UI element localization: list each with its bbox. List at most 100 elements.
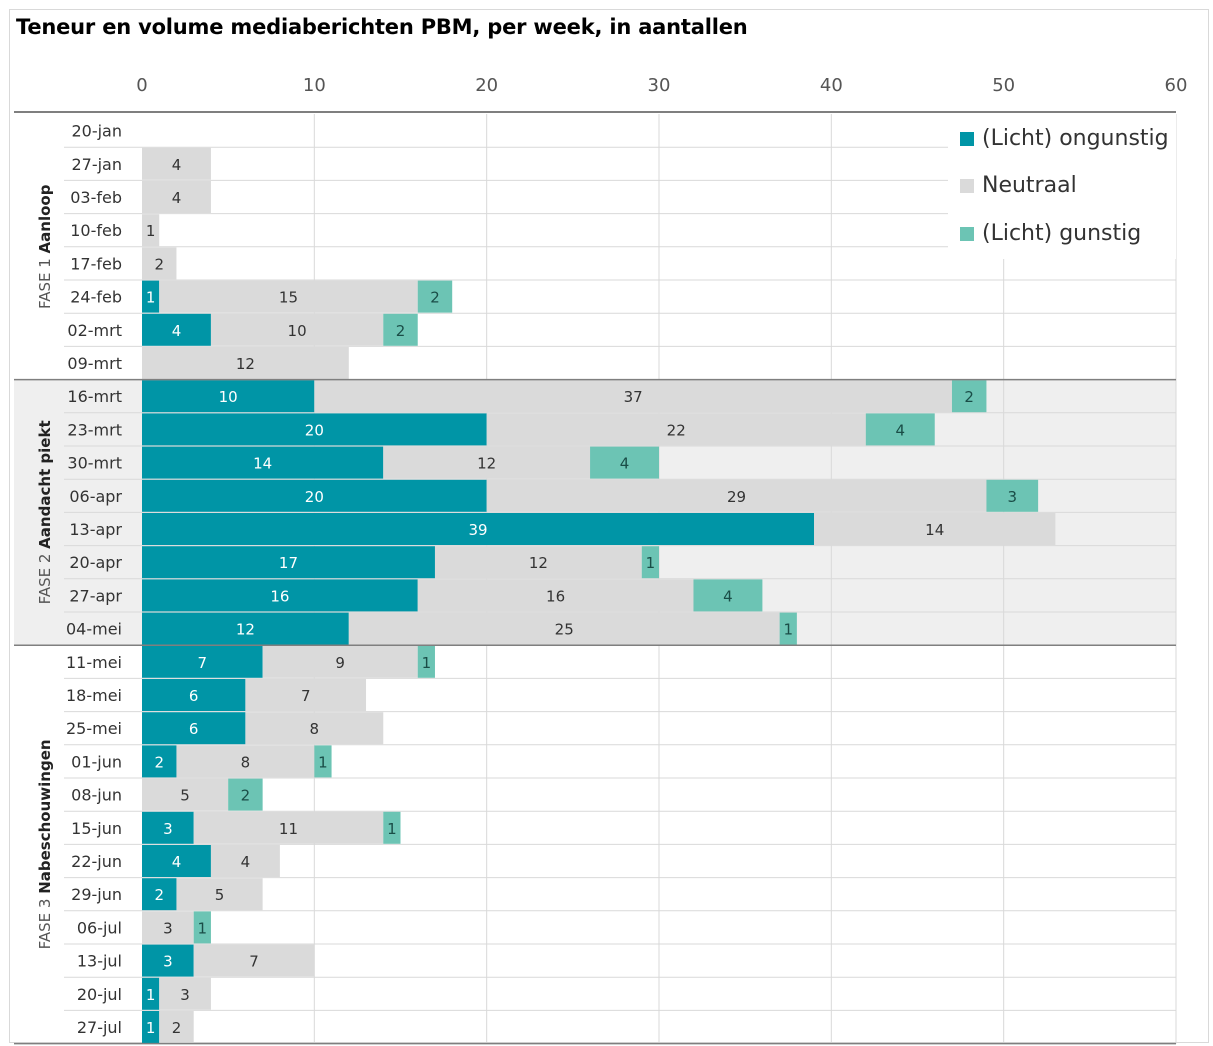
bar-23-mrt-s2 xyxy=(865,413,935,446)
x-tick-label-0: 0 xyxy=(136,75,147,96)
data-label-13-apr-s0: 39 xyxy=(469,521,488,539)
bar-16-mrt-s2 xyxy=(951,380,987,413)
category-label-11-mei: 11-mei xyxy=(66,653,122,672)
data-label-25-mei-s0: 6 xyxy=(189,720,199,738)
data-label-24-feb-s1: 15 xyxy=(279,289,298,307)
bar-11-mei-s2 xyxy=(417,645,435,678)
legend-item-neutraal: Neutraal xyxy=(960,173,1077,198)
data-label-11-mei-s0: 7 xyxy=(198,654,208,672)
category-label-01-jun: 01-jun xyxy=(71,752,122,771)
x-tick-label-30: 30 xyxy=(648,75,671,96)
bar-13-apr-s1 xyxy=(814,513,1056,545)
category-label-24-feb: 24-feb xyxy=(70,288,122,307)
data-label-24-feb-s0: 1 xyxy=(146,289,156,307)
data-label-02-mrt-s1: 10 xyxy=(288,322,307,340)
legend-label-ongunstig: (Licht) ongunstig xyxy=(982,126,1169,151)
data-label-27-apr-s2: 4 xyxy=(723,587,733,605)
legend-swatch-gunstig xyxy=(960,226,974,241)
bar-30-mrt-s2 xyxy=(590,446,659,479)
bar-24-feb-s0 xyxy=(142,280,160,313)
category-label-29-jun: 29-jun xyxy=(71,885,122,904)
bar-02-mrt-s0 xyxy=(142,313,211,346)
data-label-13-jul-s0: 3 xyxy=(163,953,173,971)
bar-15-jun-s1 xyxy=(193,811,384,844)
data-label-13-jul-s1: 7 xyxy=(249,953,259,971)
legend-swatch-neutraal xyxy=(960,178,974,193)
x-tick-label-20: 20 xyxy=(475,75,498,96)
category-label-30-mrt: 30-mrt xyxy=(67,454,122,473)
category-label-20-jul: 20-jul xyxy=(77,985,122,1004)
data-label-06-apr-s1: 29 xyxy=(727,488,746,506)
phase-label-2: FASE 2 Aandacht piekt xyxy=(36,420,54,604)
bar-04-mei-s1 xyxy=(348,612,780,645)
category-label-13-jul: 13-jul xyxy=(77,952,122,971)
data-label-20-apr-s2: 1 xyxy=(646,554,656,572)
data-label-16-mrt-s0: 10 xyxy=(219,388,238,406)
bar-24-feb-s2 xyxy=(417,280,453,313)
category-label-13-apr: 13-apr xyxy=(69,520,122,539)
data-label-23-mrt-s2: 4 xyxy=(895,421,905,439)
bar-15-jun-s2 xyxy=(383,811,401,844)
category-label-15-jun: 15-jun xyxy=(71,819,122,838)
bar-20-jul-s0 xyxy=(142,977,160,1010)
data-label-30-mrt-s0: 14 xyxy=(253,455,272,473)
legend-label-gunstig: (Licht) gunstig xyxy=(982,221,1142,246)
data-label-16-mrt-s1: 37 xyxy=(624,388,643,406)
bar-18-mei-s1 xyxy=(245,679,367,711)
bar-13-jul-s1 xyxy=(193,944,315,977)
bar-30-mrt-s0 xyxy=(142,446,384,479)
category-label-20-jan: 20-jan xyxy=(71,122,122,141)
bar-01-jun-s0 xyxy=(142,745,177,778)
legend-swatch-ongunstig xyxy=(960,131,974,146)
data-label-06-apr-s0: 20 xyxy=(305,488,324,506)
category-label-18-mei: 18-mei xyxy=(66,686,122,705)
data-label-27-apr-s0: 16 xyxy=(270,587,289,605)
data-label-02-mrt-s0: 4 xyxy=(172,322,182,340)
data-label-04-mei-s0: 12 xyxy=(236,621,255,639)
data-label-23-mrt-s1: 22 xyxy=(667,421,686,439)
data-label-10-feb-s1: 1 xyxy=(146,222,156,240)
bar-27-apr-s2 xyxy=(693,579,763,612)
legend: (Licht) ongunstig Neutraal (Licht) gunst… xyxy=(948,114,1176,259)
data-label-03-feb-s1: 4 xyxy=(172,189,182,207)
chart-frame xyxy=(9,9,1209,1043)
category-label-08-jun: 08-jun xyxy=(71,786,122,805)
data-label-18-mei-s0: 6 xyxy=(189,687,199,705)
data-label-20-apr-s1: 12 xyxy=(529,554,548,572)
data-label-27-apr-s1: 16 xyxy=(546,587,565,605)
category-label-22-jun: 22-jun xyxy=(71,852,122,871)
bar-23-mrt-s0 xyxy=(142,413,487,446)
data-label-30-mrt-s1: 12 xyxy=(477,455,496,473)
data-label-09-mrt-s1: 12 xyxy=(236,355,255,373)
phase-label-1: FASE 1 Aanloop xyxy=(36,184,54,309)
bar-04-mei-s0 xyxy=(142,612,349,645)
category-label-06-jul: 06-jul xyxy=(77,918,122,937)
data-label-15-jun-s0: 3 xyxy=(163,820,173,838)
x-tick-label-50: 50 xyxy=(992,75,1015,96)
category-label-17-feb: 17-feb xyxy=(70,254,122,273)
data-label-22-jun-s0: 4 xyxy=(172,853,182,871)
x-tick-label-40: 40 xyxy=(820,75,843,96)
bar-10-feb-s1 xyxy=(142,214,160,247)
data-label-20-jul-s1: 3 xyxy=(180,986,190,1004)
bar-29-jun-s0 xyxy=(142,878,177,911)
data-label-25-mei-s1: 8 xyxy=(310,720,320,738)
data-label-13-apr-s1: 14 xyxy=(925,521,944,539)
bar-02-mrt-s2 xyxy=(383,313,418,346)
data-label-06-jul-s2: 1 xyxy=(198,919,208,937)
bar-25-mei-s1 xyxy=(245,712,384,745)
x-tick-label-10: 10 xyxy=(303,75,326,96)
bar-20-apr-s2 xyxy=(641,546,659,579)
bar-06-jul-s2 xyxy=(193,911,211,944)
legend-label-neutraal: Neutraal xyxy=(982,173,1077,198)
bar-04-mei-s2 xyxy=(779,612,797,645)
bar-01-jun-s2 xyxy=(314,745,332,778)
bar-06-apr-s1 xyxy=(486,479,987,512)
bar-22-jun-s1 xyxy=(210,845,280,877)
category-label-10-feb: 10-feb xyxy=(70,221,122,240)
bar-22-jun-s0 xyxy=(142,845,211,877)
data-label-23-mrt-s0: 20 xyxy=(305,421,324,439)
bar-20-apr-s1 xyxy=(434,546,642,579)
bar-29-jun-s1 xyxy=(176,878,263,911)
